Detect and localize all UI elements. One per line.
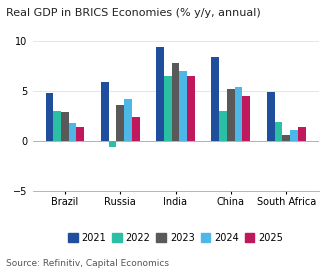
Bar <box>212 57 219 141</box>
Bar <box>267 92 275 141</box>
Legend: 2021, 2022, 2023, 2024, 2025: 2021, 2022, 2023, 2024, 2025 <box>64 229 287 247</box>
Bar <box>187 76 195 141</box>
Bar <box>179 71 187 141</box>
Bar <box>109 141 116 147</box>
Bar <box>132 117 139 141</box>
Bar <box>69 123 76 141</box>
Bar <box>219 111 227 141</box>
Bar <box>275 122 282 141</box>
Bar <box>124 99 132 141</box>
Bar <box>242 96 250 141</box>
Text: Real GDP in BRICS Economies (% y/y, annual): Real GDP in BRICS Economies (% y/y, annu… <box>6 8 261 18</box>
Text: Source: Refinitiv, Capital Economics: Source: Refinitiv, Capital Economics <box>6 259 170 268</box>
Bar <box>282 135 290 141</box>
Bar <box>172 63 179 141</box>
Bar <box>298 127 305 141</box>
Bar <box>76 127 84 141</box>
Bar <box>235 87 242 141</box>
Bar <box>101 82 109 141</box>
Bar <box>156 47 164 141</box>
Bar <box>46 93 53 141</box>
Bar <box>116 105 124 141</box>
Bar <box>290 130 298 141</box>
Bar <box>164 76 172 141</box>
Bar <box>227 89 235 141</box>
Bar <box>61 112 69 141</box>
Bar <box>53 111 61 141</box>
